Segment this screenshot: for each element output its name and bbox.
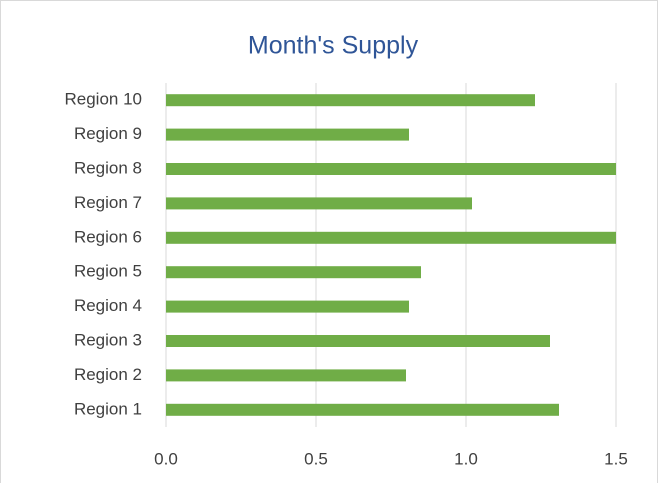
y-tick-label: Region 10 [64,90,142,109]
bar [166,197,472,210]
x-tick-label: 0.0 [154,449,178,468]
y-tick-label: Region 7 [74,193,142,212]
bar [166,369,406,382]
bar [166,231,616,244]
y-tick-label: Region 3 [74,330,142,349]
bar [166,300,409,313]
bar [166,403,559,416]
y-tick-label: Region 6 [74,227,142,246]
chart-title: Month's Supply [248,32,419,60]
bar [166,266,421,279]
bar [166,94,535,107]
y-tick-label: Region 9 [74,124,142,143]
y-tick-label: Region 5 [74,262,142,281]
x-tick-label: 1.0 [454,449,478,468]
y-tick-label: Region 8 [74,158,142,177]
y-tick-label: Region 2 [74,365,142,384]
y-tick-label: Region 4 [74,296,142,315]
y-tick-label: Region 1 [74,399,142,418]
x-tick-label: 1.5 [604,449,628,468]
bar [166,335,550,347]
bar [166,128,409,141]
x-tick-label: 0.5 [304,449,328,468]
bar [166,163,616,175]
